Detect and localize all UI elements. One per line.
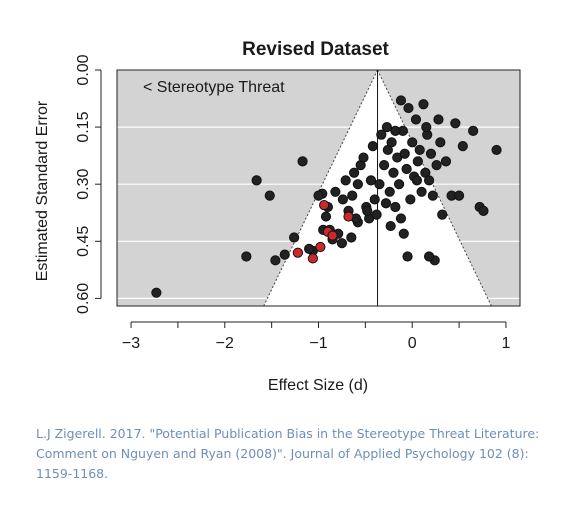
data-point xyxy=(423,175,435,186)
data-point xyxy=(346,232,357,243)
x-tick-label: 1 xyxy=(501,335,510,352)
data-point xyxy=(349,167,360,178)
data-point xyxy=(411,175,423,186)
data-point xyxy=(289,232,300,243)
data-point xyxy=(320,211,332,222)
data-point xyxy=(337,194,348,205)
data-point xyxy=(390,125,401,137)
highlighted-data-point xyxy=(319,200,330,211)
data-point xyxy=(450,118,461,129)
data-point xyxy=(369,194,380,205)
data-point xyxy=(412,156,423,167)
x-axis-label: Effect Size (d) xyxy=(268,377,368,394)
data-point xyxy=(390,201,401,213)
data-point xyxy=(399,148,410,159)
highlighted-data-point xyxy=(292,247,303,258)
data-point xyxy=(151,287,162,298)
y-tick-label: 0.60 xyxy=(75,283,92,314)
data-point xyxy=(431,160,442,171)
data-point xyxy=(367,141,378,152)
y-axis-label: Estimated Standard Error xyxy=(34,100,51,281)
data-point xyxy=(440,156,452,167)
y-axis: 0.00 0.15 0.30 0.45 0.60 xyxy=(75,54,102,314)
data-point xyxy=(379,160,390,171)
data-point xyxy=(371,209,382,220)
data-point xyxy=(388,167,399,178)
data-point xyxy=(423,251,435,262)
stereotype-threat-annotation: < Stereotype Threat xyxy=(143,79,285,96)
x-tick-label: −3 xyxy=(122,335,140,352)
data-point xyxy=(478,205,489,216)
data-point xyxy=(381,121,393,133)
citation-caption: L.J Zigerell. 2017. "Potential Publicati… xyxy=(36,426,540,481)
data-point xyxy=(264,190,275,201)
y-tick-label: 0.30 xyxy=(75,169,92,200)
data-point xyxy=(468,125,479,137)
x-tick-label: 0 xyxy=(408,335,417,352)
data-point xyxy=(347,190,358,201)
data-point xyxy=(365,175,377,186)
highlighted-data-point xyxy=(315,241,326,253)
highlighted-data-point xyxy=(327,230,338,241)
y-tick-label: 0.15 xyxy=(75,111,92,142)
funnel-plot: −3 −2 −1 0 1 0.00 0.15 0.30 0.45 0.60 Revised Da… xyxy=(34,39,521,394)
data-point xyxy=(304,243,315,255)
data-point xyxy=(386,137,397,148)
data-point xyxy=(437,209,448,220)
data-point xyxy=(384,186,395,197)
data-point xyxy=(362,205,373,216)
data-point xyxy=(395,95,407,106)
data-point xyxy=(427,190,438,201)
data-point xyxy=(340,175,351,186)
data-point xyxy=(270,255,281,266)
data-point xyxy=(435,137,446,148)
data-point xyxy=(405,194,416,205)
data-point xyxy=(352,179,363,190)
data-point xyxy=(403,102,414,114)
chart-title: Revised Dataset xyxy=(242,39,389,60)
data-point xyxy=(380,198,392,209)
data-point xyxy=(410,114,422,125)
data-point xyxy=(402,251,413,262)
data-point xyxy=(385,220,396,232)
data-point xyxy=(376,129,387,140)
data-points xyxy=(151,95,502,298)
data-point xyxy=(374,179,385,190)
data-point xyxy=(313,190,324,201)
data-point xyxy=(414,144,425,156)
data-point xyxy=(297,156,308,167)
x-axis: −3 −2 −1 0 1 xyxy=(122,321,510,352)
highlighted-data-point xyxy=(307,253,318,264)
data-point xyxy=(418,99,429,110)
data-point xyxy=(330,186,341,197)
data-point xyxy=(416,186,427,197)
x-tick-label: −1 xyxy=(309,335,327,352)
data-point xyxy=(394,179,405,190)
data-point xyxy=(433,114,444,125)
data-point xyxy=(336,238,348,249)
data-point xyxy=(491,144,502,156)
data-point xyxy=(241,251,252,262)
data-point xyxy=(398,228,409,239)
data-point xyxy=(279,249,290,260)
data-point xyxy=(401,163,412,175)
data-point xyxy=(421,121,432,133)
data-point xyxy=(395,213,407,224)
data-point xyxy=(457,141,468,152)
highlighted-data-point xyxy=(343,211,354,222)
plot-border xyxy=(116,69,521,307)
data-point xyxy=(453,190,465,201)
data-point xyxy=(358,152,369,163)
data-point xyxy=(407,137,418,148)
x-tick-label: −2 xyxy=(216,335,234,352)
data-point xyxy=(251,175,262,186)
data-point xyxy=(425,148,437,159)
y-tick-label: 0.45 xyxy=(75,226,92,257)
y-tick-label: 0.00 xyxy=(75,54,92,85)
